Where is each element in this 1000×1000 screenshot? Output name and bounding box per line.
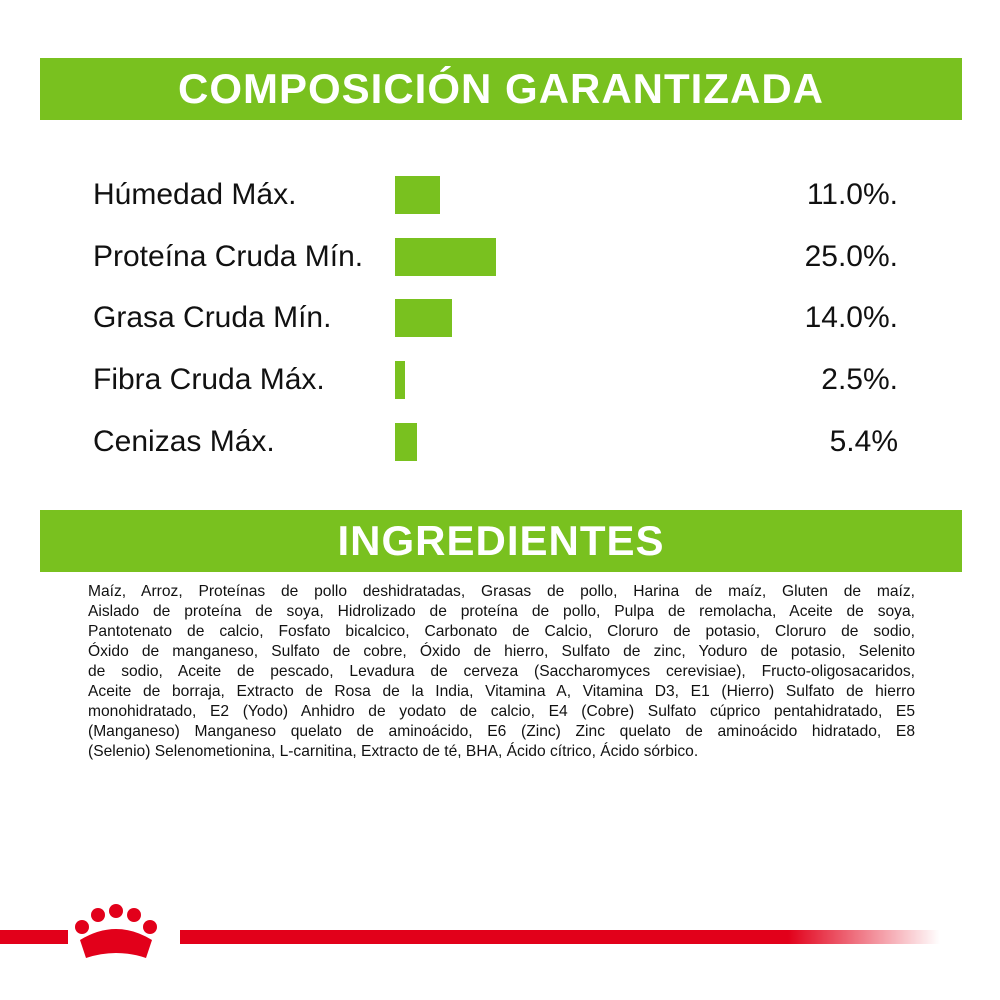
nutrient-bar [395, 361, 406, 400]
nutrient-bar [395, 176, 440, 214]
nutrient-bar [395, 299, 452, 338]
nutrient-label: Grasa Cruda Mín. [93, 301, 332, 335]
ingredients-line: Maíz, Arroz, Proteínas de pollo deshidra… [88, 583, 915, 600]
nutrient-value: 25.0%. [804, 239, 898, 273]
footer-line [180, 930, 940, 944]
nutrient-value: 11.0%. [806, 178, 898, 211]
nutrient-label: Cenizas Máx. [93, 424, 275, 458]
composition-row: Cenizas Máx. 5.4% [0, 422, 1000, 462]
nutrient-value: 5.4% [829, 424, 898, 458]
nutrient-value: 14.0%. [804, 301, 898, 335]
ingredients-line: Aceite de borraja, Extracto de Rosa de l… [88, 683, 915, 700]
composition-row: Grasa Cruda Mín. 14.0%. [0, 298, 1000, 338]
nutrient-label: Húmedad Máx. [93, 178, 297, 211]
ingredients-line: (Manganeso) Manganeso quelato de aminoác… [88, 723, 915, 740]
ingredients-line: Óxido de manganeso, Sulfato de cobre, Óx… [88, 643, 915, 660]
nutrient-label: Fibra Cruda Máx. [93, 363, 325, 397]
ingredients-band: INGREDIENTES [40, 510, 962, 572]
composition-row: Proteína Cruda Mín. 25.0%. [0, 237, 1000, 277]
ingredients-line: de sodio, Aceite de pescado, Levadura de… [88, 663, 915, 680]
logo [75, 904, 157, 958]
nutrient-value: 2.5%. [821, 363, 898, 397]
ingredients-text: Maíz, Arroz, Proteínas de pollo deshidra… [88, 582, 915, 762]
footer-line [0, 930, 68, 944]
header-band: COMPOSICIÓN GARANTIZADA [40, 58, 962, 120]
header-title: COMPOSICIÓN GARANTIZADA [178, 65, 824, 112]
nutrient-label: Proteína Cruda Mín. [93, 239, 364, 273]
ingredients-title: INGREDIENTES [337, 517, 665, 564]
ingredients-line: Pantotenato de calcio, Fosfato bicalcico… [88, 623, 915, 640]
ingredients-line: monohidratado, E2 (Yodo) Anhidro de yoda… [88, 703, 915, 720]
ingredients-line: (Selenio) Selenometionina, L-carnitina, … [88, 743, 699, 760]
nutrient-bar [395, 237, 497, 276]
composition-row: Fibra Cruda Máx. 2.5%. [0, 360, 1000, 400]
composition-row: Húmedad Máx. 11.0%. [0, 175, 1000, 215]
nutrient-bar [395, 422, 417, 461]
ingredients-line: Aislado de proteína de soya, Hidrolizado… [88, 603, 915, 620]
